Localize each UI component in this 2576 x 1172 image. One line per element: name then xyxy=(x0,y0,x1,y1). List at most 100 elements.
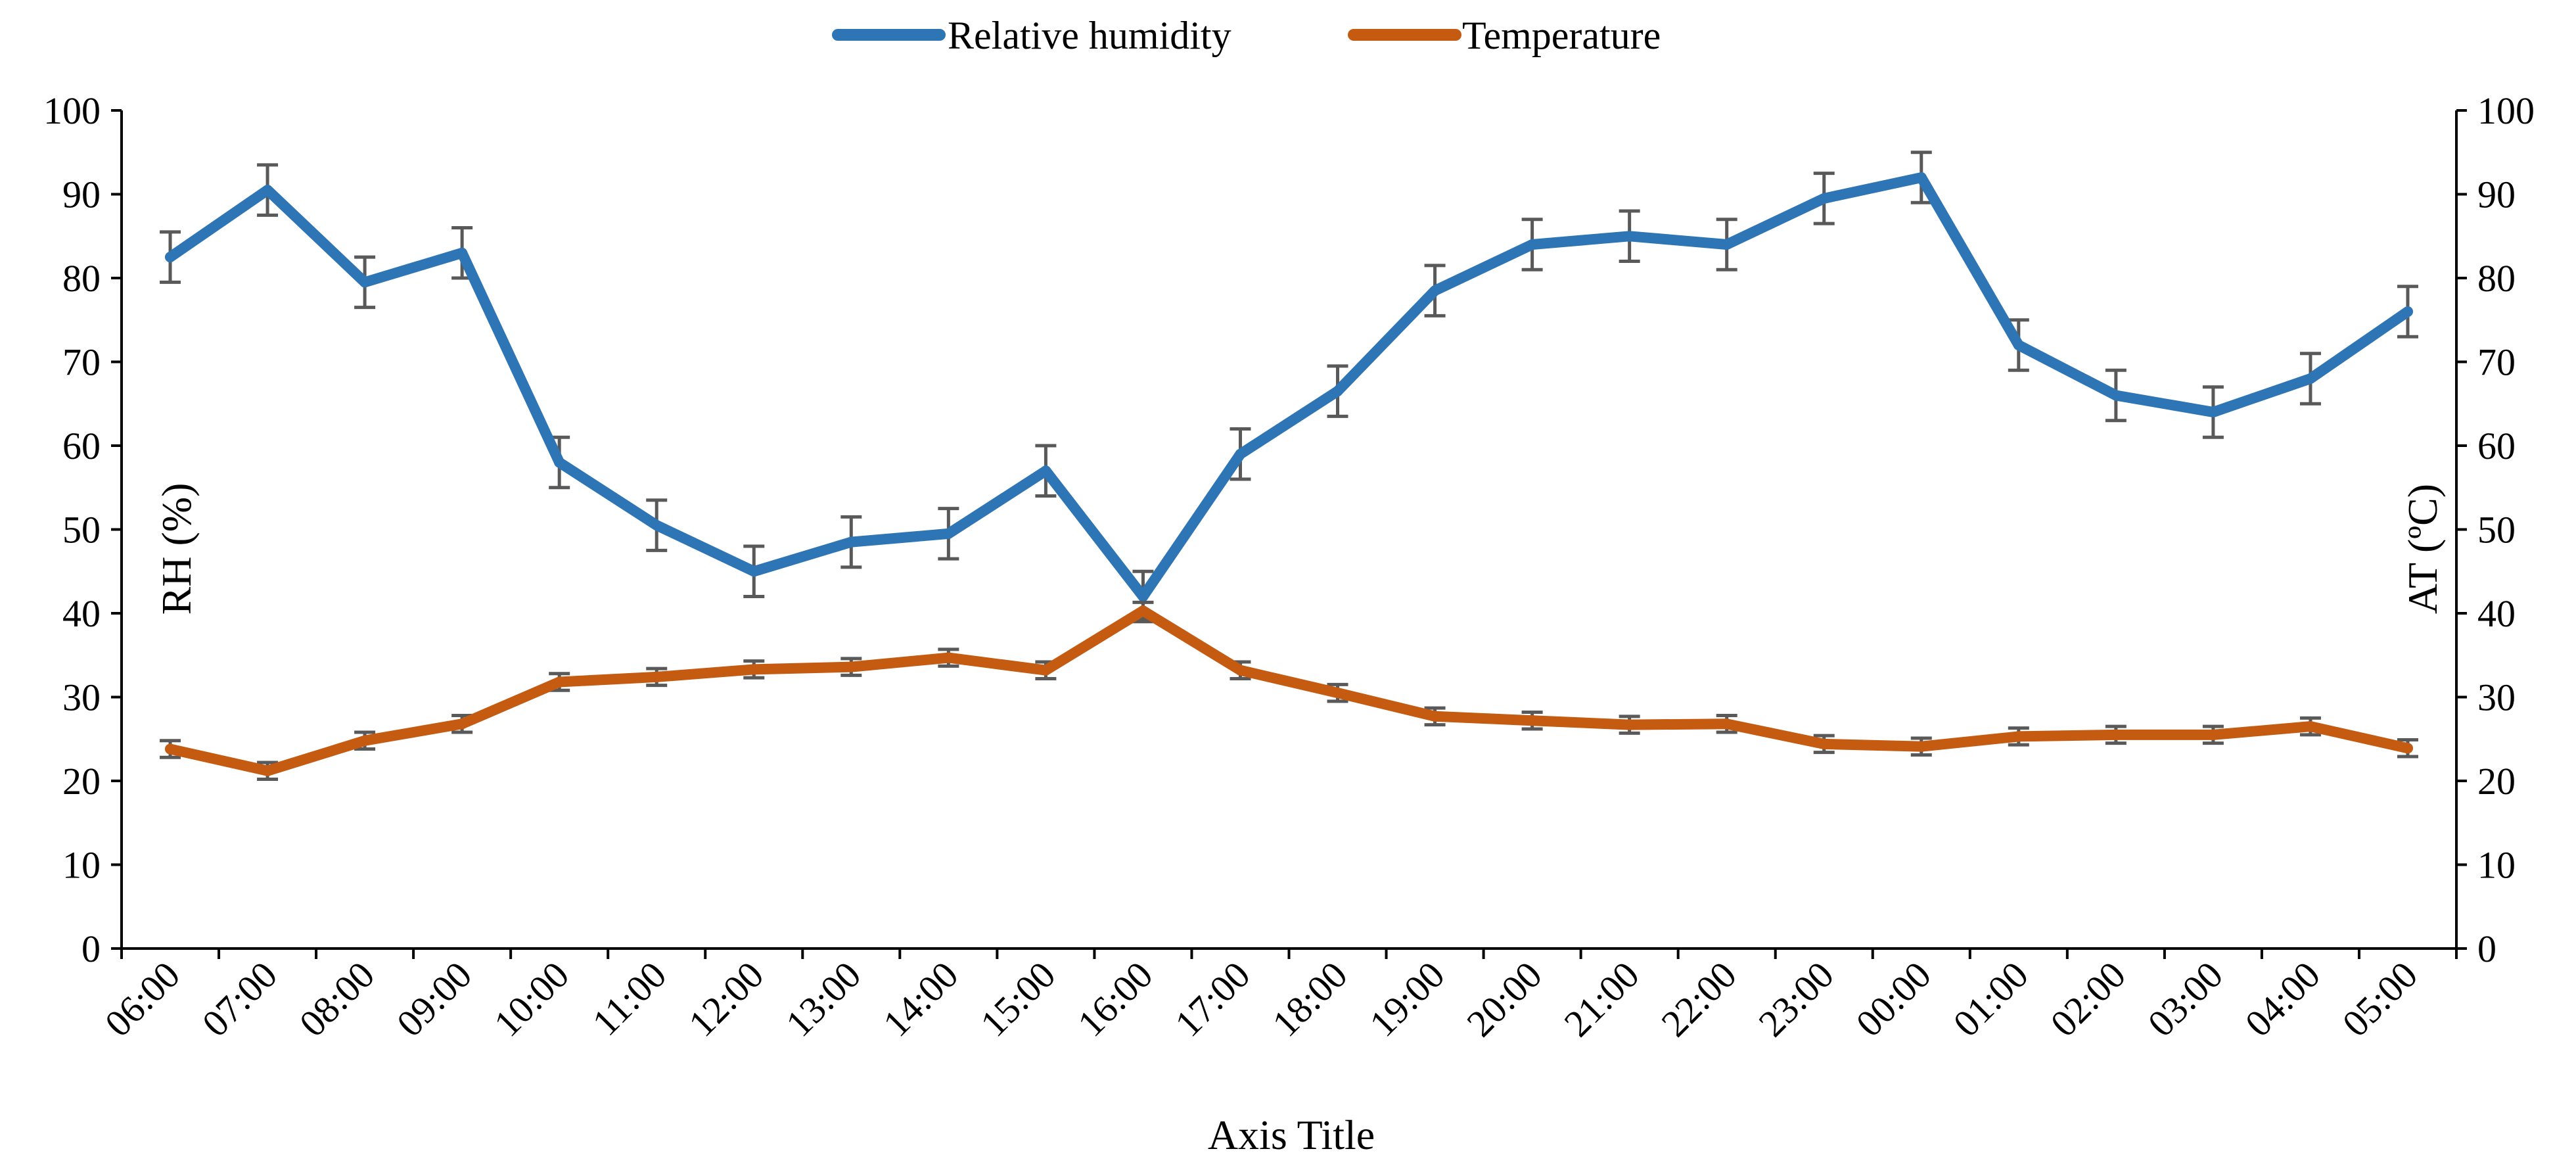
y-tick-label-left: 70 xyxy=(62,341,101,384)
data-point xyxy=(262,765,273,776)
y-tick-label-right: 100 xyxy=(2477,89,2535,132)
x-tick-label: 02:00 xyxy=(2042,953,2134,1044)
y-tick-label-left: 90 xyxy=(62,174,101,216)
x-tick-label: 17:00 xyxy=(1166,953,1258,1044)
data-point xyxy=(2207,407,2219,417)
data-point xyxy=(1527,239,1538,250)
data-point xyxy=(554,457,565,468)
x-tick-label: 15:00 xyxy=(972,953,1063,1044)
data-point xyxy=(1916,741,1927,752)
data-point xyxy=(1332,688,1343,699)
y-tick-label-left: 10 xyxy=(62,844,101,887)
data-point xyxy=(1818,738,1829,749)
y-tick-label-left: 50 xyxy=(62,509,101,551)
data-point xyxy=(1235,665,1246,676)
x-tick-label: 16:00 xyxy=(1069,953,1161,1044)
y-tick-label-right: 30 xyxy=(2477,676,2516,719)
data-point xyxy=(1138,605,1149,617)
y-tick-label-right: 90 xyxy=(2477,174,2516,216)
data-point xyxy=(2110,729,2121,740)
data-point xyxy=(1721,718,1732,730)
data-point xyxy=(2013,731,2024,742)
axes: 0 0 10 10 20 20 30 30 40 40 50 50 60 60 70 70 80 80 90 90 10… xyxy=(43,89,2535,1045)
legend-item-relative-humidity: Relative humidity xyxy=(832,14,1231,57)
data-point xyxy=(2305,721,2316,732)
y-tick-label-right: 80 xyxy=(2477,257,2516,300)
data-point xyxy=(1818,193,1829,204)
data-point xyxy=(748,664,760,675)
x-tick-label: 08:00 xyxy=(291,953,382,1044)
legend-label-temperature: Temperature xyxy=(1462,14,1661,57)
data-point xyxy=(262,185,273,196)
data-point xyxy=(2402,743,2413,754)
data-point xyxy=(1235,448,1246,459)
x-tick-label: 18:00 xyxy=(1264,953,1355,1044)
y-tick-label-left: 0 xyxy=(81,927,101,970)
data-point xyxy=(1040,465,1051,477)
data-point xyxy=(554,676,565,688)
legend-item-temperature: Temperature xyxy=(1348,14,1661,57)
data-point xyxy=(651,671,662,682)
x-tick-label: 10:00 xyxy=(486,953,577,1044)
x-tick-label: 20:00 xyxy=(1458,953,1550,1044)
series-temperature xyxy=(160,600,2418,781)
y-tick-label-right: 0 xyxy=(2477,927,2496,970)
data-point xyxy=(1721,239,1732,250)
data-point xyxy=(1138,591,1149,602)
y-tick-label-left: 40 xyxy=(62,592,101,635)
data-point xyxy=(359,277,371,288)
series-layer xyxy=(160,151,2418,781)
data-point xyxy=(1332,386,1343,397)
x-tick-label: 09:00 xyxy=(388,953,480,1044)
series-relative-humidity xyxy=(160,151,2418,624)
x-tick-label: 21:00 xyxy=(1555,953,1647,1044)
x-tick-label: 13:00 xyxy=(777,953,869,1044)
y-tick-label-left: 20 xyxy=(62,760,101,803)
data-point xyxy=(2305,373,2316,384)
data-point xyxy=(1916,172,1927,183)
y-tick-label-right: 70 xyxy=(2477,341,2516,384)
data-point xyxy=(165,252,176,263)
y-tick-label-right: 60 xyxy=(2477,425,2516,467)
x-tick-label: 00:00 xyxy=(1848,953,1939,1044)
y-tick-label-left: 30 xyxy=(62,676,101,719)
data-point xyxy=(943,652,954,663)
x-tick-label: 11:00 xyxy=(584,953,675,1044)
y-tick-label-left: 100 xyxy=(43,89,101,132)
series-line xyxy=(165,172,2413,602)
data-point xyxy=(2110,390,2121,401)
legend: Relative humidity Temperature xyxy=(832,14,1661,57)
data-point xyxy=(748,566,760,577)
x-tick-label: 07:00 xyxy=(194,953,285,1044)
y-tick-label-right: 50 xyxy=(2477,509,2516,551)
y-tick-label-right: 40 xyxy=(2477,592,2516,635)
legend-label-relative-humidity: Relative humidity xyxy=(948,14,1231,57)
data-point xyxy=(1624,231,1635,242)
data-point xyxy=(2402,306,2413,317)
y-axis-left-title: RH (%) xyxy=(153,483,200,615)
x-tick-label: 04:00 xyxy=(2237,953,2328,1044)
x-tick-label: 05:00 xyxy=(2334,953,2426,1044)
data-point xyxy=(359,735,371,746)
data-point xyxy=(1624,719,1635,730)
x-tick-label: 22:00 xyxy=(1653,953,1744,1044)
x-tick-label: 01:00 xyxy=(1945,953,2036,1044)
data-point xyxy=(651,520,662,531)
data-point xyxy=(165,743,176,755)
data-point xyxy=(2013,340,2024,350)
x-tick-label: 19:00 xyxy=(1361,953,1452,1044)
y-axis-right-title: AT (ºC) xyxy=(2399,484,2446,614)
data-point xyxy=(2207,729,2219,740)
x-tick-label: 03:00 xyxy=(2140,953,2231,1044)
data-point xyxy=(457,718,468,730)
series-line xyxy=(165,605,2413,776)
data-point xyxy=(1040,665,1051,676)
x-tick-label: 06:00 xyxy=(97,953,188,1044)
x-tick-label: 23:00 xyxy=(1751,953,1842,1044)
y-tick-label-right: 10 xyxy=(2477,844,2516,887)
x-axis-title: Axis Title xyxy=(1208,1112,1375,1158)
y-tick-label-right: 20 xyxy=(2477,760,2516,803)
data-point xyxy=(457,247,468,258)
data-point xyxy=(1429,711,1440,722)
